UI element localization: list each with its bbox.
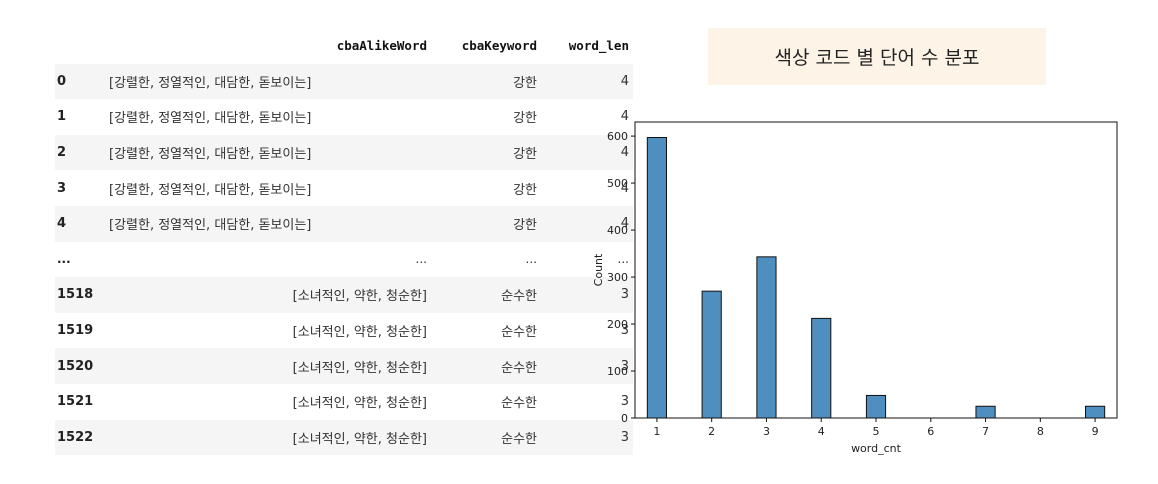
row-index: 1522 (57, 429, 94, 445)
histogram-bar (1085, 405, 1106, 419)
cell-cbakeyword: 강한 (513, 218, 537, 234)
row-index: 0 (57, 73, 67, 89)
table-header-row: cbaAlikeWord cbaKeyword word_len (55, 28, 633, 64)
cell-cbakeyword: 순수한 (501, 289, 537, 305)
histogram-bar (646, 137, 667, 419)
table-row: 3 [강렬한, 정열적인, 대담한, 돋보이는] 강한 4 (55, 170, 633, 206)
histogram-bar (865, 394, 887, 419)
y-tick-label: 500 (607, 177, 628, 190)
cell-cbakeyword: ... (525, 252, 537, 267)
cell-cbakeyword: 강한 (513, 75, 537, 91)
histogram-chart: 0 100 200 300 400 500 600 1 2 3 4 5 6 7 8 9 word_cnt Coun… (590, 110, 1150, 480)
cell-word-len: 4 (620, 216, 629, 232)
column-header-cbakeyword: cbaKeyword (461, 38, 537, 54)
x-tick-label: 6 (927, 425, 934, 438)
row-index: 1520 (57, 358, 94, 374)
cell-cbaalikeword: ... (415, 252, 427, 267)
dataframe-table: cbaAlikeWord cbaKeyword word_len 0 [강렬한, … (55, 28, 633, 456)
column-header-cbaalikeword: cbaAlikeWord (336, 38, 427, 54)
cell-word-len: 3 (620, 394, 629, 410)
cell-cbaalikeword: [소녀적인, 약한, 청순한] (292, 396, 427, 412)
cell-cbaalikeword: [강렬한, 정열적인, 대담한, 돋보이는] (109, 147, 312, 163)
x-tick-label: 5 (873, 425, 880, 438)
x-tick-label: 2 (708, 425, 715, 438)
histogram-bar (756, 256, 777, 419)
table-body: 0 [강렬한, 정열적인, 대담한, 돋보이는] 강한 4 1 [강렬한, 정열적인, 대… (55, 63, 633, 456)
row-index: 1519 (57, 323, 94, 339)
histogram-bar (975, 405, 996, 419)
index-header (55, 28, 107, 64)
cell-cbaalikeword: [강렬한, 정열적인, 대담한, 돋보이는] (109, 111, 312, 127)
cell-word-len: 4 (620, 180, 629, 196)
x-tick-label: 8 (1037, 425, 1044, 438)
cell-word-len: 4 (620, 109, 629, 125)
x-tick-label: 1 (653, 425, 660, 438)
chart-title: 색상 코드 별 단어 수 분포 (708, 28, 1046, 85)
row-index: 1 (57, 109, 67, 125)
x-axis-label: word_cnt (851, 442, 902, 455)
y-tick-label: 100 (607, 365, 628, 378)
histogram-bar (701, 290, 722, 419)
table-row: 4 [강렬한, 정열적인, 대담한, 돋보이는] 강한 4 (55, 205, 633, 242)
y-tick-label: 400 (607, 224, 628, 237)
row-index: 4 (57, 216, 67, 232)
column-header-word-len: word_len (568, 38, 629, 54)
cell-word-len: 3 (620, 323, 629, 339)
table-row: 1522 [소녀적인, 약한, 청순한] 순수한 3 (55, 419, 633, 456)
table-row: 1521 [소녀적인, 약한, 청순한] 순수한 3 (55, 383, 633, 420)
x-tick-label: 7 (982, 425, 989, 438)
histogram-bar (811, 317, 832, 419)
table-row: 2 [강렬한, 정열적인, 대담한, 돋보이는] 강한 4 (55, 134, 633, 171)
x-tick-label: 4 (818, 425, 825, 438)
x-tick-label: 3 (763, 425, 770, 438)
cell-word-len: 3 (620, 287, 629, 303)
table-row-ellipsis: ............ (55, 241, 633, 278)
cell-word-len: 3 (620, 358, 629, 374)
x-tick-label: 9 (1092, 425, 1099, 438)
table-row: 1519 [소녀적인, 약한, 청순한] 순수한 3 (55, 312, 633, 349)
cell-cbaalikeword: [강렬한, 정열적인, 대담한, 돋보이는] (109, 75, 312, 91)
row-index: 1518 (57, 287, 94, 303)
y-axis-label: Count (592, 253, 605, 286)
table-row: 1 [강렬한, 정열적인, 대담한, 돋보이는] 강한 4 (55, 99, 633, 135)
y-tick-label: 600 (607, 130, 628, 143)
cell-cbakeyword: 강한 (513, 147, 537, 163)
y-tick-label: 200 (607, 318, 628, 331)
cell-cbakeyword: 순수한 (501, 396, 537, 412)
cell-cbaalikeword: [소녀적인, 약한, 청순한] (292, 431, 427, 447)
cell-word-len: 4 (620, 73, 629, 89)
cell-cbaalikeword: [소녀적인, 약한, 청순한] (292, 289, 427, 305)
cell-cbakeyword: 순수한 (501, 360, 537, 376)
table-row: 1518 [소녀적인, 약한, 청순한] 순수한 3 (55, 277, 633, 313)
y-tick-label: 300 (607, 271, 628, 284)
cell-cbaalikeword: [소녀적인, 약한, 청순한] (292, 360, 427, 376)
table-row: 1520 [소녀적인, 약한, 청순한] 순수한 3 (55, 348, 633, 384)
cell-cbaalikeword: [강렬한, 정열적인, 대담한, 돋보이는] (109, 218, 312, 234)
cell-word-len: 4 (620, 145, 629, 161)
cell-cbaalikeword: [강렬한, 정열적인, 대담한, 돋보이는] (109, 182, 312, 198)
cell-cbakeyword: 순수한 (501, 325, 537, 341)
cell-cbakeyword: 순수한 (501, 431, 537, 447)
cell-cbaalikeword: [소녀적인, 약한, 청순한] (292, 325, 427, 341)
row-index: 1521 (57, 394, 94, 410)
cell-word-len: 3 (620, 429, 629, 445)
y-tick-label: 0 (621, 412, 628, 425)
cell-word-len: ... (617, 252, 629, 267)
row-index: 2 (57, 145, 67, 161)
table-row: 0 [강렬한, 정열적인, 대담한, 돋보이는] 강한 4 (55, 63, 633, 100)
row-index: 3 (57, 180, 67, 196)
chart-svg: 0 100 200 300 400 500 600 1 2 3 4 5 6 7 8 9 word_cnt Coun… (592, 121, 1118, 455)
row-index: ... (57, 252, 71, 267)
cell-cbakeyword: 강한 (513, 182, 537, 198)
cell-cbakeyword: 강한 (513, 111, 537, 127)
